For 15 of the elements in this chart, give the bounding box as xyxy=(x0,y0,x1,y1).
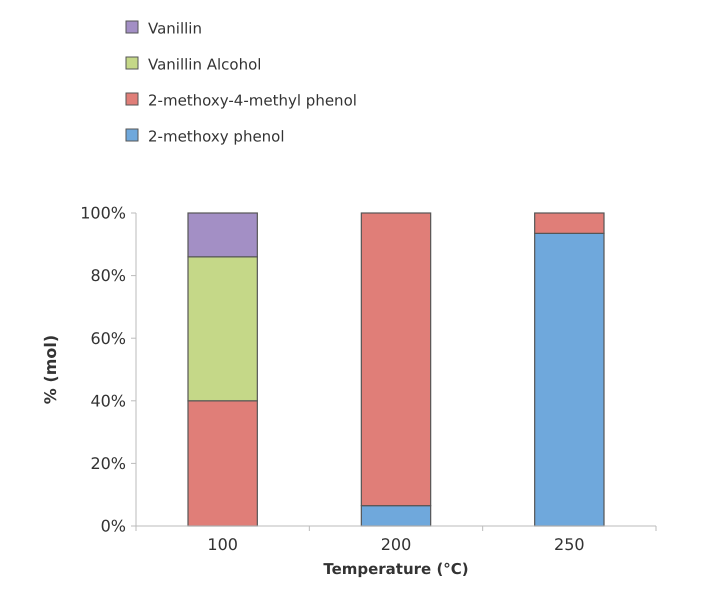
x-tick-label: 200 xyxy=(380,535,412,554)
legend-label: Vanillin xyxy=(148,19,202,38)
legend-label: 2-methoxy phenol xyxy=(148,127,285,146)
y-tick-label: 60% xyxy=(90,328,126,348)
y-tick-label: 0% xyxy=(100,516,126,536)
y-tick-label: 40% xyxy=(90,391,126,410)
x-tick-label: 100 xyxy=(207,535,238,554)
y-tick-label: 80% xyxy=(90,266,126,286)
legend-label: Vanillin Alcohol xyxy=(148,55,262,74)
legend-label: 2-methoxy-4-methyl phenol xyxy=(148,91,357,110)
x-axis-title: Temperature (°C) xyxy=(323,560,469,578)
x-tick-label: 250 xyxy=(554,535,585,554)
y-axis-title: % (mol) xyxy=(41,334,60,404)
y-tick-label: 20% xyxy=(90,454,126,473)
y-tick-label: 100% xyxy=(80,204,126,223)
